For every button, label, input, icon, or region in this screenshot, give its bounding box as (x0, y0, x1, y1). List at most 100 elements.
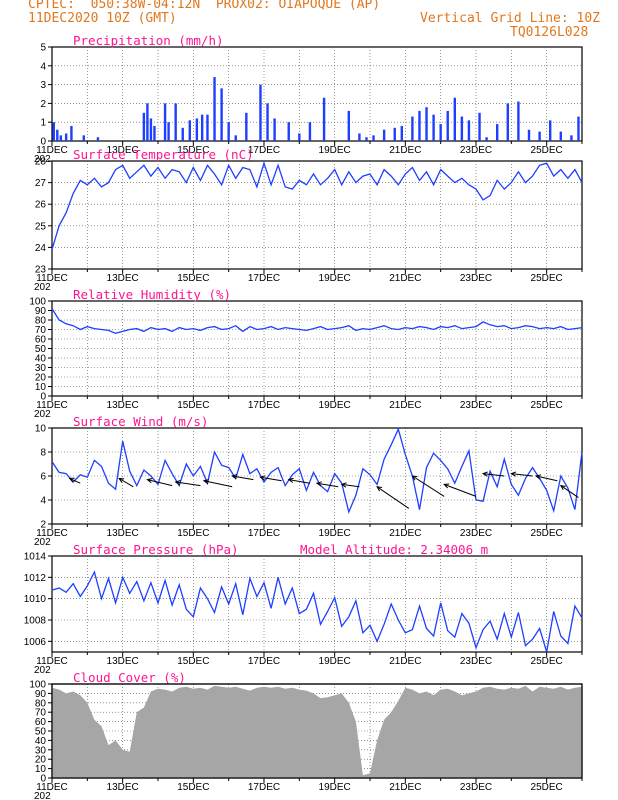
x-tick-label: 21DEC (389, 528, 421, 539)
year-label: 202 (34, 154, 51, 165)
x-tick-label: 11DEC (36, 273, 68, 284)
precip-bar (142, 112, 146, 141)
wind-arrow (203, 480, 233, 488)
precip-bar (52, 122, 55, 141)
precip-bar (393, 127, 396, 141)
precip-bar (234, 135, 237, 141)
panel-title: Precipitation (mm/h) (73, 33, 224, 48)
wind-arrow (288, 479, 311, 484)
panel-title: Relative Humidity (%) (73, 287, 231, 302)
precip-bar (287, 122, 290, 141)
precip-bar (365, 137, 368, 141)
y-tick-label: 70 (35, 325, 47, 336)
precip-bar (425, 107, 428, 141)
precip-bar (153, 125, 156, 141)
y-tick-label: 10 (35, 424, 47, 435)
x-tick-label: 13DEC (107, 145, 139, 156)
precip-bar (460, 116, 464, 141)
wind-arrow (147, 479, 173, 487)
precip-bar (174, 103, 177, 141)
x-tick-label: 19DEC (319, 145, 351, 156)
y-tick-label: 30 (35, 363, 47, 374)
x-tick-label: 15DEC (177, 782, 209, 793)
precip-bar (308, 122, 312, 141)
series-line (51, 161, 583, 250)
precip-bar (298, 133, 301, 141)
x-tick-label: 25DEC (531, 400, 563, 411)
precip-bar (400, 125, 403, 141)
wind-arrow (69, 477, 81, 484)
cloud-area (52, 685, 582, 778)
wind-arrow-head (146, 478, 153, 484)
y-tick-label: 90 (35, 306, 47, 317)
y-tick-label: 27 (35, 178, 47, 189)
x-tick-label: 15DEC (177, 528, 209, 539)
x-tick-label: 23DEC (460, 656, 492, 667)
y-tick-label: 1 (40, 118, 46, 129)
plot-frame (51, 46, 583, 142)
x-tick-label: 13DEC (107, 528, 139, 539)
x-tick-label: 17DEC (248, 145, 280, 156)
header-grid-note: Vertical Grid Line: 10Z (420, 11, 601, 26)
wind-arrow-head (340, 482, 347, 488)
x-tick-label: 17DEC (248, 656, 280, 667)
wind-arrow-head (174, 480, 181, 486)
precip-bar (496, 124, 499, 141)
wind-arrow (341, 483, 360, 488)
y-tick-label: 28 (35, 157, 47, 168)
series-line (51, 570, 583, 653)
precip-bar (485, 137, 488, 141)
precip-bar (245, 112, 248, 141)
precip-bar (149, 118, 153, 141)
y-tick-label: 100 (29, 680, 46, 691)
precip-bar (213, 77, 216, 141)
y-tick-label: 20 (35, 373, 47, 384)
x-tick-label: 15DEC (177, 273, 209, 284)
precip-bar (411, 116, 414, 141)
wind-arrow (260, 476, 282, 482)
y-tick-label: 20 (35, 755, 47, 766)
precip-bar (347, 110, 350, 141)
x-tick-label: 19DEC (319, 656, 351, 667)
y-tick-label: 1008 (24, 616, 47, 627)
header-date: 11DEC2020 10Z (GMT) (28, 11, 177, 26)
x-tick-label: 13DEC (107, 656, 139, 667)
wind-arrow-head (534, 474, 542, 480)
wind-arrow (483, 473, 505, 477)
year-label: 202 (34, 537, 51, 548)
y-tick-label: 80 (35, 316, 47, 327)
y-tick-label: 50 (35, 727, 47, 738)
x-tick-label: 21DEC (389, 656, 421, 667)
y-tick-label: 40 (35, 354, 47, 365)
precip-bar (418, 110, 421, 141)
precip-bar (227, 122, 230, 141)
wind-arrow (412, 475, 445, 497)
precip-bar (273, 118, 276, 141)
panel-title: Surface Wind (m/s) (73, 414, 208, 429)
y-tick-label: 5 (40, 43, 46, 54)
y-tick-label: 30 (35, 745, 47, 756)
y-tick-label: 0 (40, 137, 46, 148)
precip-bar (188, 120, 191, 141)
plot-frame (51, 555, 583, 653)
precip-bar (163, 103, 167, 141)
x-tick-label: 17DEC (248, 528, 280, 539)
x-tick-label: 13DEC (107, 273, 139, 284)
precip-bar (195, 118, 199, 141)
wind-arrow-head (68, 477, 75, 483)
x-tick-label: 13DEC (107, 782, 139, 793)
precip-bar (59, 135, 63, 141)
precip-bar (200, 114, 204, 141)
wind-arrow (535, 475, 558, 482)
y-tick-label: 3 (40, 80, 46, 91)
x-tick-label: 13DEC (107, 400, 139, 411)
header-line1: CPTEC: 050:38W-04:12N PROX02: OIAPOQUE (… (28, 0, 381, 12)
precip-bar (559, 131, 562, 141)
y-tick-label: 10 (35, 764, 47, 775)
wind-arrow (118, 477, 134, 488)
x-tick-label: 23DEC (460, 400, 492, 411)
y-tick-label: 23 (35, 265, 47, 276)
wind-arrow-head (376, 486, 383, 492)
x-tick-label: 11DEC (36, 528, 68, 539)
precip-bar (56, 129, 59, 141)
